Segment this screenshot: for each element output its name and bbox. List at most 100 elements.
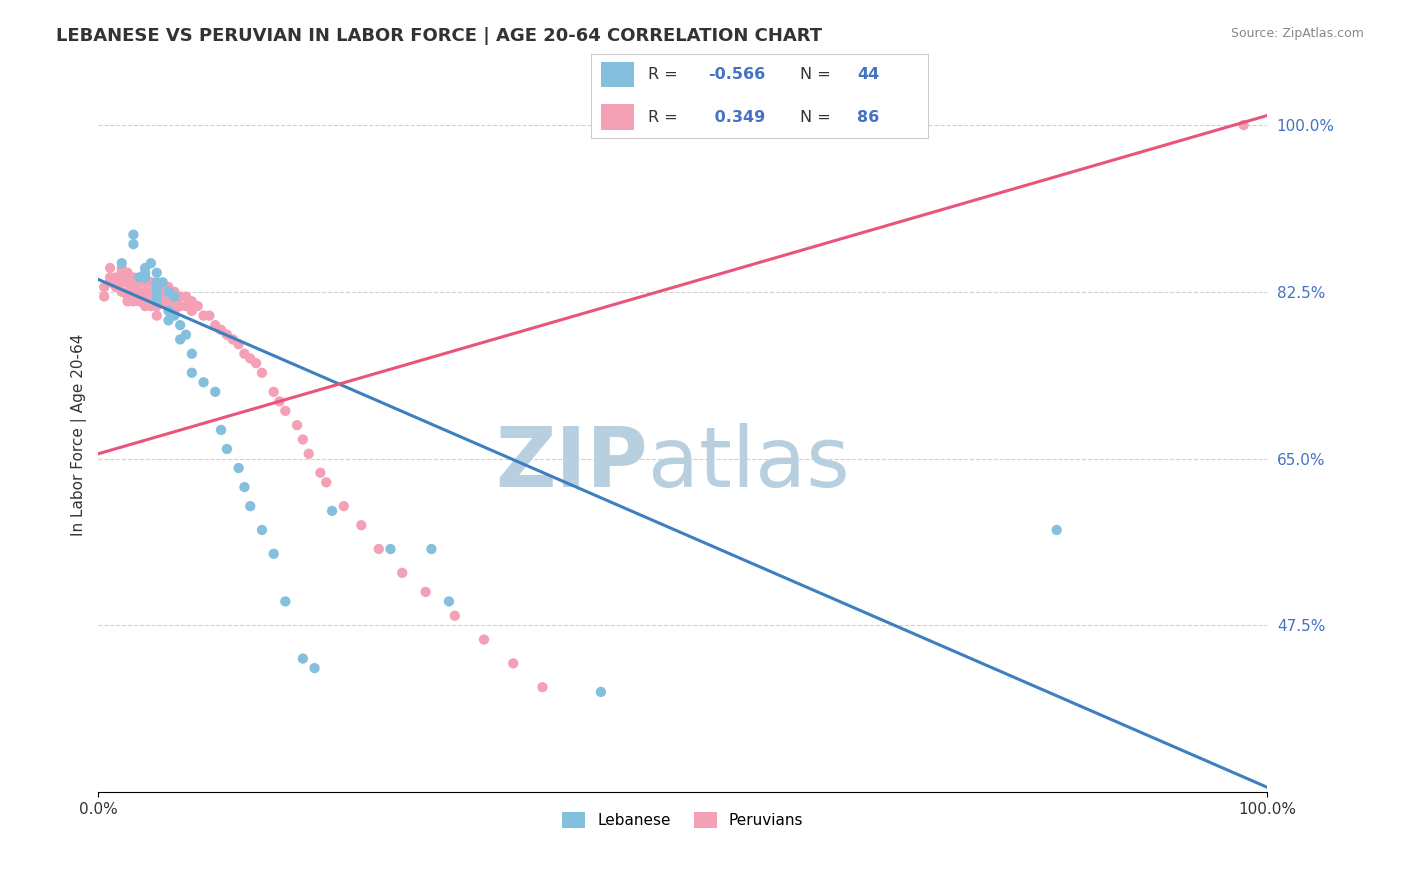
Point	[215, 327, 238, 342]
Point	[134, 270, 156, 285]
Point	[98, 275, 121, 289]
Point	[157, 299, 180, 313]
Point	[333, 499, 356, 513]
Point	[157, 313, 180, 327]
Point	[117, 266, 139, 280]
Point	[128, 285, 150, 299]
Point	[111, 266, 134, 280]
Point	[146, 289, 169, 303]
Text: 0.349: 0.349	[709, 110, 765, 125]
Point	[111, 260, 134, 275]
Point	[146, 294, 169, 309]
Point	[420, 541, 443, 556]
Point	[391, 566, 413, 580]
Text: N =: N =	[800, 110, 835, 125]
Point	[309, 466, 332, 480]
Point	[122, 280, 145, 294]
Point	[174, 299, 197, 313]
FancyBboxPatch shape	[600, 62, 634, 87]
Point	[315, 475, 337, 490]
Point	[146, 294, 169, 309]
Point	[146, 299, 169, 313]
Point	[169, 318, 191, 333]
Text: Source: ZipAtlas.com: Source: ZipAtlas.com	[1230, 27, 1364, 40]
Point	[174, 327, 197, 342]
Point	[263, 384, 285, 399]
Point	[139, 256, 162, 270]
Point	[146, 266, 169, 280]
Point	[304, 661, 326, 675]
Point	[128, 270, 150, 285]
Point	[128, 275, 150, 289]
Point	[180, 366, 202, 380]
Point	[472, 632, 495, 647]
Point	[367, 541, 389, 556]
Point	[531, 680, 554, 694]
Point	[1046, 523, 1069, 537]
Point	[134, 260, 156, 275]
Point	[193, 376, 215, 390]
Point	[122, 270, 145, 285]
Point	[152, 280, 174, 294]
Point	[589, 685, 612, 699]
Point	[415, 585, 437, 599]
Point	[98, 260, 121, 275]
Point	[134, 275, 156, 289]
Point	[198, 309, 221, 323]
Point	[93, 289, 115, 303]
Text: N =: N =	[800, 67, 835, 82]
Point	[117, 294, 139, 309]
Text: atlas: atlas	[648, 423, 849, 504]
Point	[134, 285, 156, 299]
Text: -0.566: -0.566	[709, 67, 766, 82]
Point	[157, 303, 180, 318]
Point	[502, 657, 524, 671]
Point	[174, 289, 197, 303]
Point	[263, 547, 285, 561]
Point	[209, 423, 232, 437]
Point	[98, 270, 121, 285]
Point	[146, 285, 169, 299]
Point	[139, 275, 162, 289]
Point	[117, 289, 139, 303]
Point	[111, 256, 134, 270]
Text: R =: R =	[648, 67, 683, 82]
Point	[146, 280, 169, 294]
Point	[139, 289, 162, 303]
Point	[157, 289, 180, 303]
Point	[152, 275, 174, 289]
Point	[437, 594, 460, 608]
Point	[122, 227, 145, 242]
Point	[134, 299, 156, 313]
Point	[146, 280, 169, 294]
Text: 86: 86	[858, 110, 879, 125]
Point	[228, 461, 250, 475]
Point	[187, 299, 209, 313]
Point	[152, 294, 174, 309]
Point	[117, 285, 139, 299]
Point	[291, 433, 314, 447]
Point	[134, 266, 156, 280]
Point	[111, 270, 134, 285]
Point	[274, 404, 297, 418]
Point	[215, 442, 238, 456]
Text: LEBANESE VS PERUVIAN IN LABOR FORCE | AGE 20-64 CORRELATION CHART: LEBANESE VS PERUVIAN IN LABOR FORCE | AG…	[56, 27, 823, 45]
Point	[146, 275, 169, 289]
Point	[228, 337, 250, 351]
Point	[163, 309, 186, 323]
Point	[169, 299, 191, 313]
Point	[146, 309, 169, 323]
Point	[111, 275, 134, 289]
Point	[139, 299, 162, 313]
Point	[169, 289, 191, 303]
Point	[239, 499, 262, 513]
Point	[209, 323, 232, 337]
Point	[111, 285, 134, 299]
Point	[169, 333, 191, 347]
Point	[146, 289, 169, 303]
Point	[285, 418, 308, 433]
Point	[193, 309, 215, 323]
Point	[122, 289, 145, 303]
Point	[163, 294, 186, 309]
Point	[163, 303, 186, 318]
